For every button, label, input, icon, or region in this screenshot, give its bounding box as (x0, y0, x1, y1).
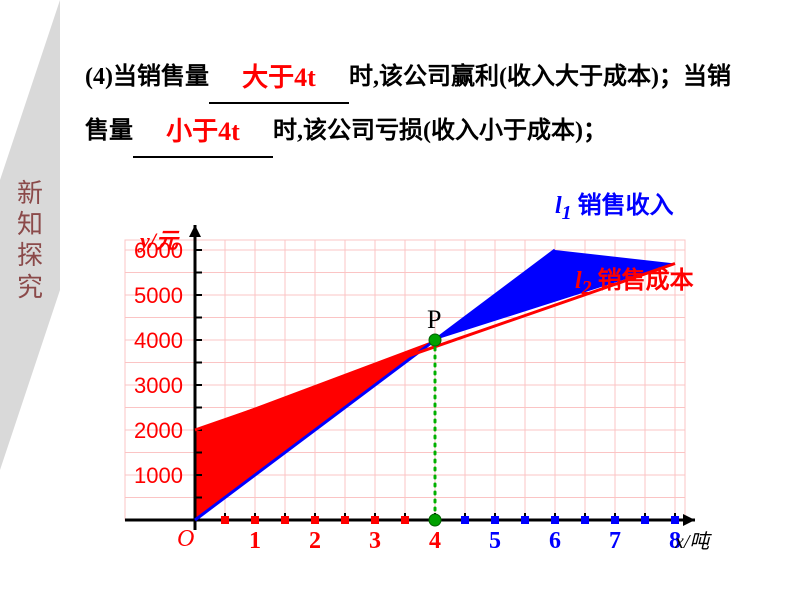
svg-text:1000: 1000 (134, 463, 183, 488)
svg-text:O: O (177, 526, 194, 552)
sidebar-decor-top (0, 0, 60, 180)
legend-l2: l2 销售成本 (575, 260, 694, 300)
main-content: (4)当销售量大于4t时,该公司赢利(收入大于成本)；当销售量小于4t时,该公司… (85, 50, 754, 158)
chart: P12345678100020003000400050006000Ox/吨y/元… (100, 200, 720, 580)
svg-text:2: 2 (309, 528, 321, 554)
legend-l1-sym: l (555, 193, 562, 219)
legend-l2-sub: 2 (582, 277, 592, 299)
blank-1-fill: 大于4t (242, 63, 316, 92)
legend-l1-text: 销售收入 (572, 193, 674, 219)
svg-text:5000: 5000 (134, 283, 183, 308)
svg-text:x/吨: x/吨 (674, 531, 712, 553)
sidebar: 新 知 探 究 (0, 0, 60, 596)
sidebar-char: 新 (17, 179, 43, 208)
svg-text:2000: 2000 (134, 418, 183, 443)
svg-text:5: 5 (489, 528, 501, 554)
q-prefix: (4)当销售量 (85, 64, 209, 90)
svg-text:6: 6 (549, 528, 561, 554)
legend-l1: l1 销售收入 (555, 185, 674, 225)
question-text: (4)当销售量大于4t时,该公司赢利(收入大于成本)；当销售量小于4t时,该公司… (85, 50, 754, 158)
svg-text:3000: 3000 (134, 373, 183, 398)
svg-text:4000: 4000 (134, 328, 183, 353)
sidebar-char: 探 (17, 241, 43, 270)
blank-1: 大于4t (209, 50, 349, 104)
svg-text:1: 1 (249, 528, 261, 554)
sidebar-title: 新 知 探 究 (0, 178, 60, 303)
svg-text:4: 4 (429, 528, 441, 554)
legend-l2-sym: l (575, 268, 582, 294)
svg-text:y/元: y/元 (137, 228, 180, 253)
legend-l2-text: 销售成本 (592, 268, 694, 294)
sidebar-decor-bot (0, 290, 60, 470)
sidebar-char: 究 (17, 273, 43, 302)
svg-text:P: P (427, 305, 441, 334)
legend-l1-sub: 1 (562, 202, 572, 224)
sidebar-char: 知 (17, 210, 43, 239)
blank-2-fill: 小于4t (166, 117, 240, 146)
blank-2: 小于4t (133, 104, 273, 158)
svg-text:7: 7 (609, 528, 621, 554)
chart-svg: P12345678100020003000400050006000Ox/吨y/元 (100, 200, 720, 580)
q-mid2: 时,该公司亏损(收入小于成本)； (273, 118, 607, 144)
svg-text:3: 3 (369, 528, 381, 554)
